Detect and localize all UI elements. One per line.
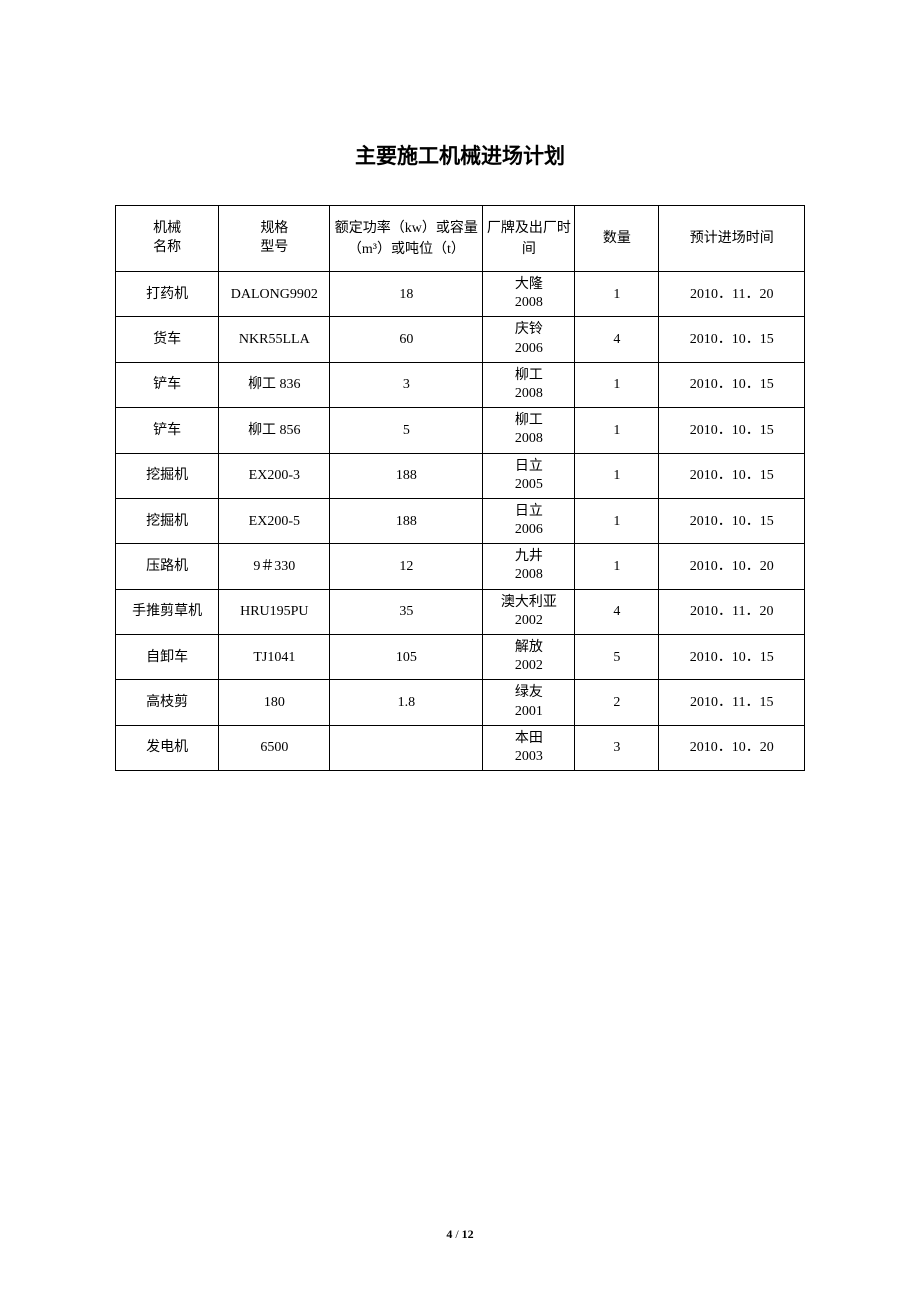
table-row: 铲车柳工 8363柳工200812010．10．15 <box>116 362 805 407</box>
cell-brand: 柳工2008 <box>483 408 575 453</box>
cell-name: 货车 <box>116 317 219 362</box>
table-row: 挖掘机EX200-3188日立200512010．10．15 <box>116 453 805 498</box>
cell-date: 2010．11．20 <box>659 589 805 634</box>
cell-brand: 本田2003 <box>483 725 575 770</box>
cell-date: 2010．10．20 <box>659 725 805 770</box>
cell-power: 105 <box>330 635 483 680</box>
header-qty: 数量 <box>575 206 659 272</box>
cell-qty: 1 <box>575 498 659 543</box>
page-total: 12 <box>462 1227 474 1241</box>
cell-name: 压路机 <box>116 544 219 589</box>
page-title: 主要施工机械进场计划 <box>115 140 805 170</box>
cell-qty: 1 <box>575 362 659 407</box>
cell-date: 2010．10．15 <box>659 635 805 680</box>
header-name: 机械名称 <box>116 206 219 272</box>
cell-date: 2010．10．15 <box>659 362 805 407</box>
cell-name: 发电机 <box>116 725 219 770</box>
cell-name: 打药机 <box>116 272 219 317</box>
cell-qty: 1 <box>575 272 659 317</box>
cell-date: 2010．10．15 <box>659 408 805 453</box>
page-separator: / <box>452 1227 461 1241</box>
header-brand: 厂牌及出厂时间 <box>483 206 575 272</box>
cell-date: 2010．11．20 <box>659 272 805 317</box>
cell-model: EX200-5 <box>219 498 330 543</box>
table-header-row: 机械名称 规格型号 额定功率（kw）或容量（m³）或吨位（t） 厂牌及出厂时间 … <box>116 206 805 272</box>
cell-name: 铲车 <box>116 362 219 407</box>
header-power: 额定功率（kw）或容量（m³）或吨位（t） <box>330 206 483 272</box>
cell-model: HRU195PU <box>219 589 330 634</box>
cell-brand: 庆铃2006 <box>483 317 575 362</box>
cell-brand: 大隆2008 <box>483 272 575 317</box>
cell-name: 挖掘机 <box>116 498 219 543</box>
cell-model: TJ1041 <box>219 635 330 680</box>
table-row: 自卸车TJ1041105解放200252010．10．15 <box>116 635 805 680</box>
cell-power <box>330 725 483 770</box>
cell-qty: 1 <box>575 408 659 453</box>
cell-power: 5 <box>330 408 483 453</box>
cell-power: 60 <box>330 317 483 362</box>
cell-model: DALONG9902 <box>219 272 330 317</box>
cell-brand: 日立2005 <box>483 453 575 498</box>
cell-power: 1.8 <box>330 680 483 725</box>
table-row: 手推剪草机HRU195PU35澳大利亚200242010．11．20 <box>116 589 805 634</box>
machinery-table: 机械名称 规格型号 额定功率（kw）或容量（m³）或吨位（t） 厂牌及出厂时间 … <box>115 205 805 771</box>
cell-power: 18 <box>330 272 483 317</box>
cell-brand: 绿友2001 <box>483 680 575 725</box>
cell-model: 柳工 856 <box>219 408 330 453</box>
cell-model: 180 <box>219 680 330 725</box>
cell-qty: 4 <box>575 589 659 634</box>
cell-date: 2010．10．15 <box>659 453 805 498</box>
cell-model: 6500 <box>219 725 330 770</box>
cell-name: 高枝剪 <box>116 680 219 725</box>
table-row: 压路机9＃33012九井200812010．10．20 <box>116 544 805 589</box>
cell-power: 12 <box>330 544 483 589</box>
header-model: 规格型号 <box>219 206 330 272</box>
table-row: 挖掘机EX200-5188日立200612010．10．15 <box>116 498 805 543</box>
cell-brand: 日立2006 <box>483 498 575 543</box>
cell-model: 9＃330 <box>219 544 330 589</box>
cell-model: EX200-3 <box>219 453 330 498</box>
cell-qty: 1 <box>575 453 659 498</box>
header-date: 预计进场时间 <box>659 206 805 272</box>
cell-power: 3 <box>330 362 483 407</box>
cell-date: 2010．10．15 <box>659 498 805 543</box>
cell-name: 手推剪草机 <box>116 589 219 634</box>
cell-date: 2010．10．15 <box>659 317 805 362</box>
table-row: 打药机DALONG990218大隆200812010．11．20 <box>116 272 805 317</box>
cell-qty: 3 <box>575 725 659 770</box>
cell-qty: 1 <box>575 544 659 589</box>
table-row: 发电机6500 本田200332010．10．20 <box>116 725 805 770</box>
table-row: 货车NKR55LLA60庆铃200642010．10．15 <box>116 317 805 362</box>
cell-qty: 5 <box>575 635 659 680</box>
cell-brand: 九井2008 <box>483 544 575 589</box>
page-content: 主要施工机械进场计划 机械名称 规格型号 额定功率（kw）或容量（m³）或吨位（… <box>0 0 920 771</box>
cell-brand: 柳工2008 <box>483 362 575 407</box>
cell-date: 2010．10．20 <box>659 544 805 589</box>
cell-model: 柳工 836 <box>219 362 330 407</box>
table-row: 铲车柳工 8565柳工200812010．10．15 <box>116 408 805 453</box>
cell-qty: 2 <box>575 680 659 725</box>
cell-power: 188 <box>330 498 483 543</box>
cell-model: NKR55LLA <box>219 317 330 362</box>
cell-name: 铲车 <box>116 408 219 453</box>
cell-date: 2010．11．15 <box>659 680 805 725</box>
cell-brand: 解放2002 <box>483 635 575 680</box>
cell-name: 挖掘机 <box>116 453 219 498</box>
cell-power: 35 <box>330 589 483 634</box>
cell-name: 自卸车 <box>116 635 219 680</box>
table-row: 高枝剪1801.8绿友200122010．11．15 <box>116 680 805 725</box>
cell-brand: 澳大利亚2002 <box>483 589 575 634</box>
cell-qty: 4 <box>575 317 659 362</box>
page-number: 4 / 12 <box>0 1227 920 1242</box>
cell-power: 188 <box>330 453 483 498</box>
